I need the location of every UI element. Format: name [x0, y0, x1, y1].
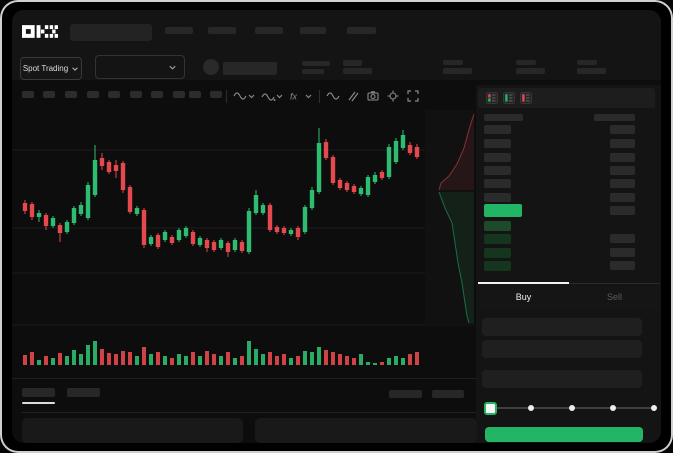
- order-input-placeholder[interactable]: [482, 318, 642, 336]
- ask-row-placeholder: [484, 179, 511, 188]
- nav-item-placeholder: [255, 27, 283, 34]
- order-input-placeholder[interactable]: [482, 370, 642, 388]
- screenshot-camera-icon[interactable]: [366, 89, 380, 103]
- divider: [319, 89, 320, 103]
- nav-item-placeholder: [208, 27, 236, 34]
- slider-stop-dot[interactable]: [528, 405, 534, 411]
- orderbook-asks-only-icon[interactable]: [520, 92, 532, 104]
- last-price-indicator[interactable]: [484, 204, 522, 217]
- orderbook-header-placeholder: [594, 114, 635, 121]
- slider-handle[interactable]: [484, 402, 497, 415]
- ask-row-placeholder: [610, 166, 635, 175]
- drawing-tools-icon[interactable]: [346, 89, 360, 103]
- ticker-stat-placeholder: [516, 68, 545, 74]
- overlay-wave-icon[interactable]: [326, 89, 340, 103]
- chevron-down-icon: [72, 66, 78, 71]
- bid-row-placeholder: [484, 234, 511, 244]
- pair-info-placeholder: [343, 68, 372, 74]
- trading-pair-dropdown[interactable]: [95, 55, 185, 79]
- pair-info-placeholder: [223, 62, 277, 75]
- ticker-stat-placeholder: [577, 60, 597, 65]
- timeframe-placeholder: [210, 91, 222, 98]
- orders-table-placeholder: [22, 418, 243, 443]
- nav-item-placeholder: [300, 27, 326, 34]
- orders-filter-placeholder: [432, 390, 464, 398]
- indicators-dropdown[interactable]: fx: [289, 89, 313, 103]
- price-row-placeholder: [610, 206, 635, 215]
- bid-row-placeholder: [610, 234, 635, 243]
- timeframe-placeholder: [108, 91, 120, 98]
- orderbook-both-sides-icon[interactable]: [486, 92, 498, 104]
- pair-info-placeholder: [302, 61, 330, 66]
- orders-tab-placeholder: [67, 388, 100, 397]
- candlestick-chart[interactable]: [12, 10, 661, 443]
- ticker-stat-placeholder: [577, 68, 606, 74]
- timeframe-placeholder: [65, 91, 77, 98]
- timeframe-placeholder: [87, 91, 99, 98]
- ask-row-placeholder: [610, 125, 635, 134]
- settings-gear-icon[interactable]: [386, 89, 400, 103]
- ask-row-placeholder: [484, 153, 511, 162]
- market-type-dropdown[interactable]: Spot Trading: [20, 57, 82, 80]
- ask-row-placeholder: [484, 193, 511, 202]
- pair-info-placeholder: [343, 60, 362, 66]
- chart-style-dropdown[interactable]: [233, 89, 255, 103]
- timeframe-placeholder: [189, 91, 201, 98]
- ask-row-placeholder: [610, 179, 635, 188]
- orderbook-trade-panel: Buy Sell: [476, 85, 661, 443]
- coin-avatar: [203, 59, 219, 75]
- bid-row-placeholder: [610, 248, 635, 257]
- slider-stop-dot[interactable]: [651, 405, 657, 411]
- orders-table-placeholder: [255, 418, 477, 443]
- nav-item-placeholder: [347, 27, 376, 34]
- ask-row-placeholder: [484, 139, 511, 148]
- order-input-placeholder[interactable]: [482, 340, 642, 358]
- divider: [226, 89, 227, 103]
- fullscreen-expand-icon[interactable]: [406, 89, 420, 103]
- orders-tab-placeholder: [22, 388, 55, 397]
- orderbook-header-placeholder: [484, 114, 523, 121]
- line-type-dropdown[interactable]: [261, 89, 283, 103]
- ask-row-placeholder: [484, 166, 511, 175]
- chart-toolbar: fx: [226, 86, 420, 106]
- okx-trading-app: Spot Trading: [12, 10, 661, 443]
- orderbook-view-toggles: [478, 88, 655, 108]
- ticker-stat-placeholder: [516, 60, 536, 65]
- buy-sell-tabs: Buy Sell: [478, 282, 660, 309]
- tab-buy[interactable]: Buy: [478, 282, 569, 309]
- ask-row-placeholder: [484, 125, 511, 134]
- timeframe-placeholder: [43, 91, 55, 98]
- market-type-label: Spot Trading: [22, 64, 69, 73]
- nav-item-placeholder: [165, 27, 193, 34]
- active-tab-underline: [22, 402, 55, 404]
- slider-stop-dot[interactable]: [610, 405, 616, 411]
- pair-info-placeholder: [302, 69, 324, 74]
- bid-row-placeholder: [484, 221, 511, 231]
- ticker-stat-placeholder: [443, 60, 463, 65]
- tab-sell[interactable]: Sell: [606, 291, 622, 302]
- orderbook-bids-only-icon[interactable]: [503, 92, 515, 104]
- bid-row-placeholder: [484, 261, 511, 271]
- chevron-down-icon: [169, 65, 176, 70]
- ticker-stat-placeholder: [443, 68, 472, 74]
- timeframe-placeholder: [151, 91, 163, 98]
- timeframe-placeholder: [173, 91, 185, 98]
- bid-row-placeholder: [484, 248, 511, 258]
- orders-filter-placeholder: [389, 390, 422, 398]
- svg-text:fx: fx: [290, 92, 298, 102]
- slider-stop-dot[interactable]: [569, 405, 575, 411]
- bid-row-placeholder: [610, 261, 635, 270]
- orders-section-divider: [22, 412, 476, 413]
- chart-bottom-divider: [12, 378, 477, 379]
- search-box-skeleton[interactable]: [70, 24, 152, 41]
- timeframe-placeholder: [130, 91, 142, 98]
- ask-row-placeholder: [610, 153, 635, 162]
- okx-logo[interactable]: [22, 25, 58, 38]
- submit-buy-button[interactable]: [485, 427, 643, 442]
- ask-row-placeholder: [610, 139, 635, 148]
- ask-row-placeholder: [610, 193, 635, 202]
- timeframe-placeholder: [22, 91, 34, 98]
